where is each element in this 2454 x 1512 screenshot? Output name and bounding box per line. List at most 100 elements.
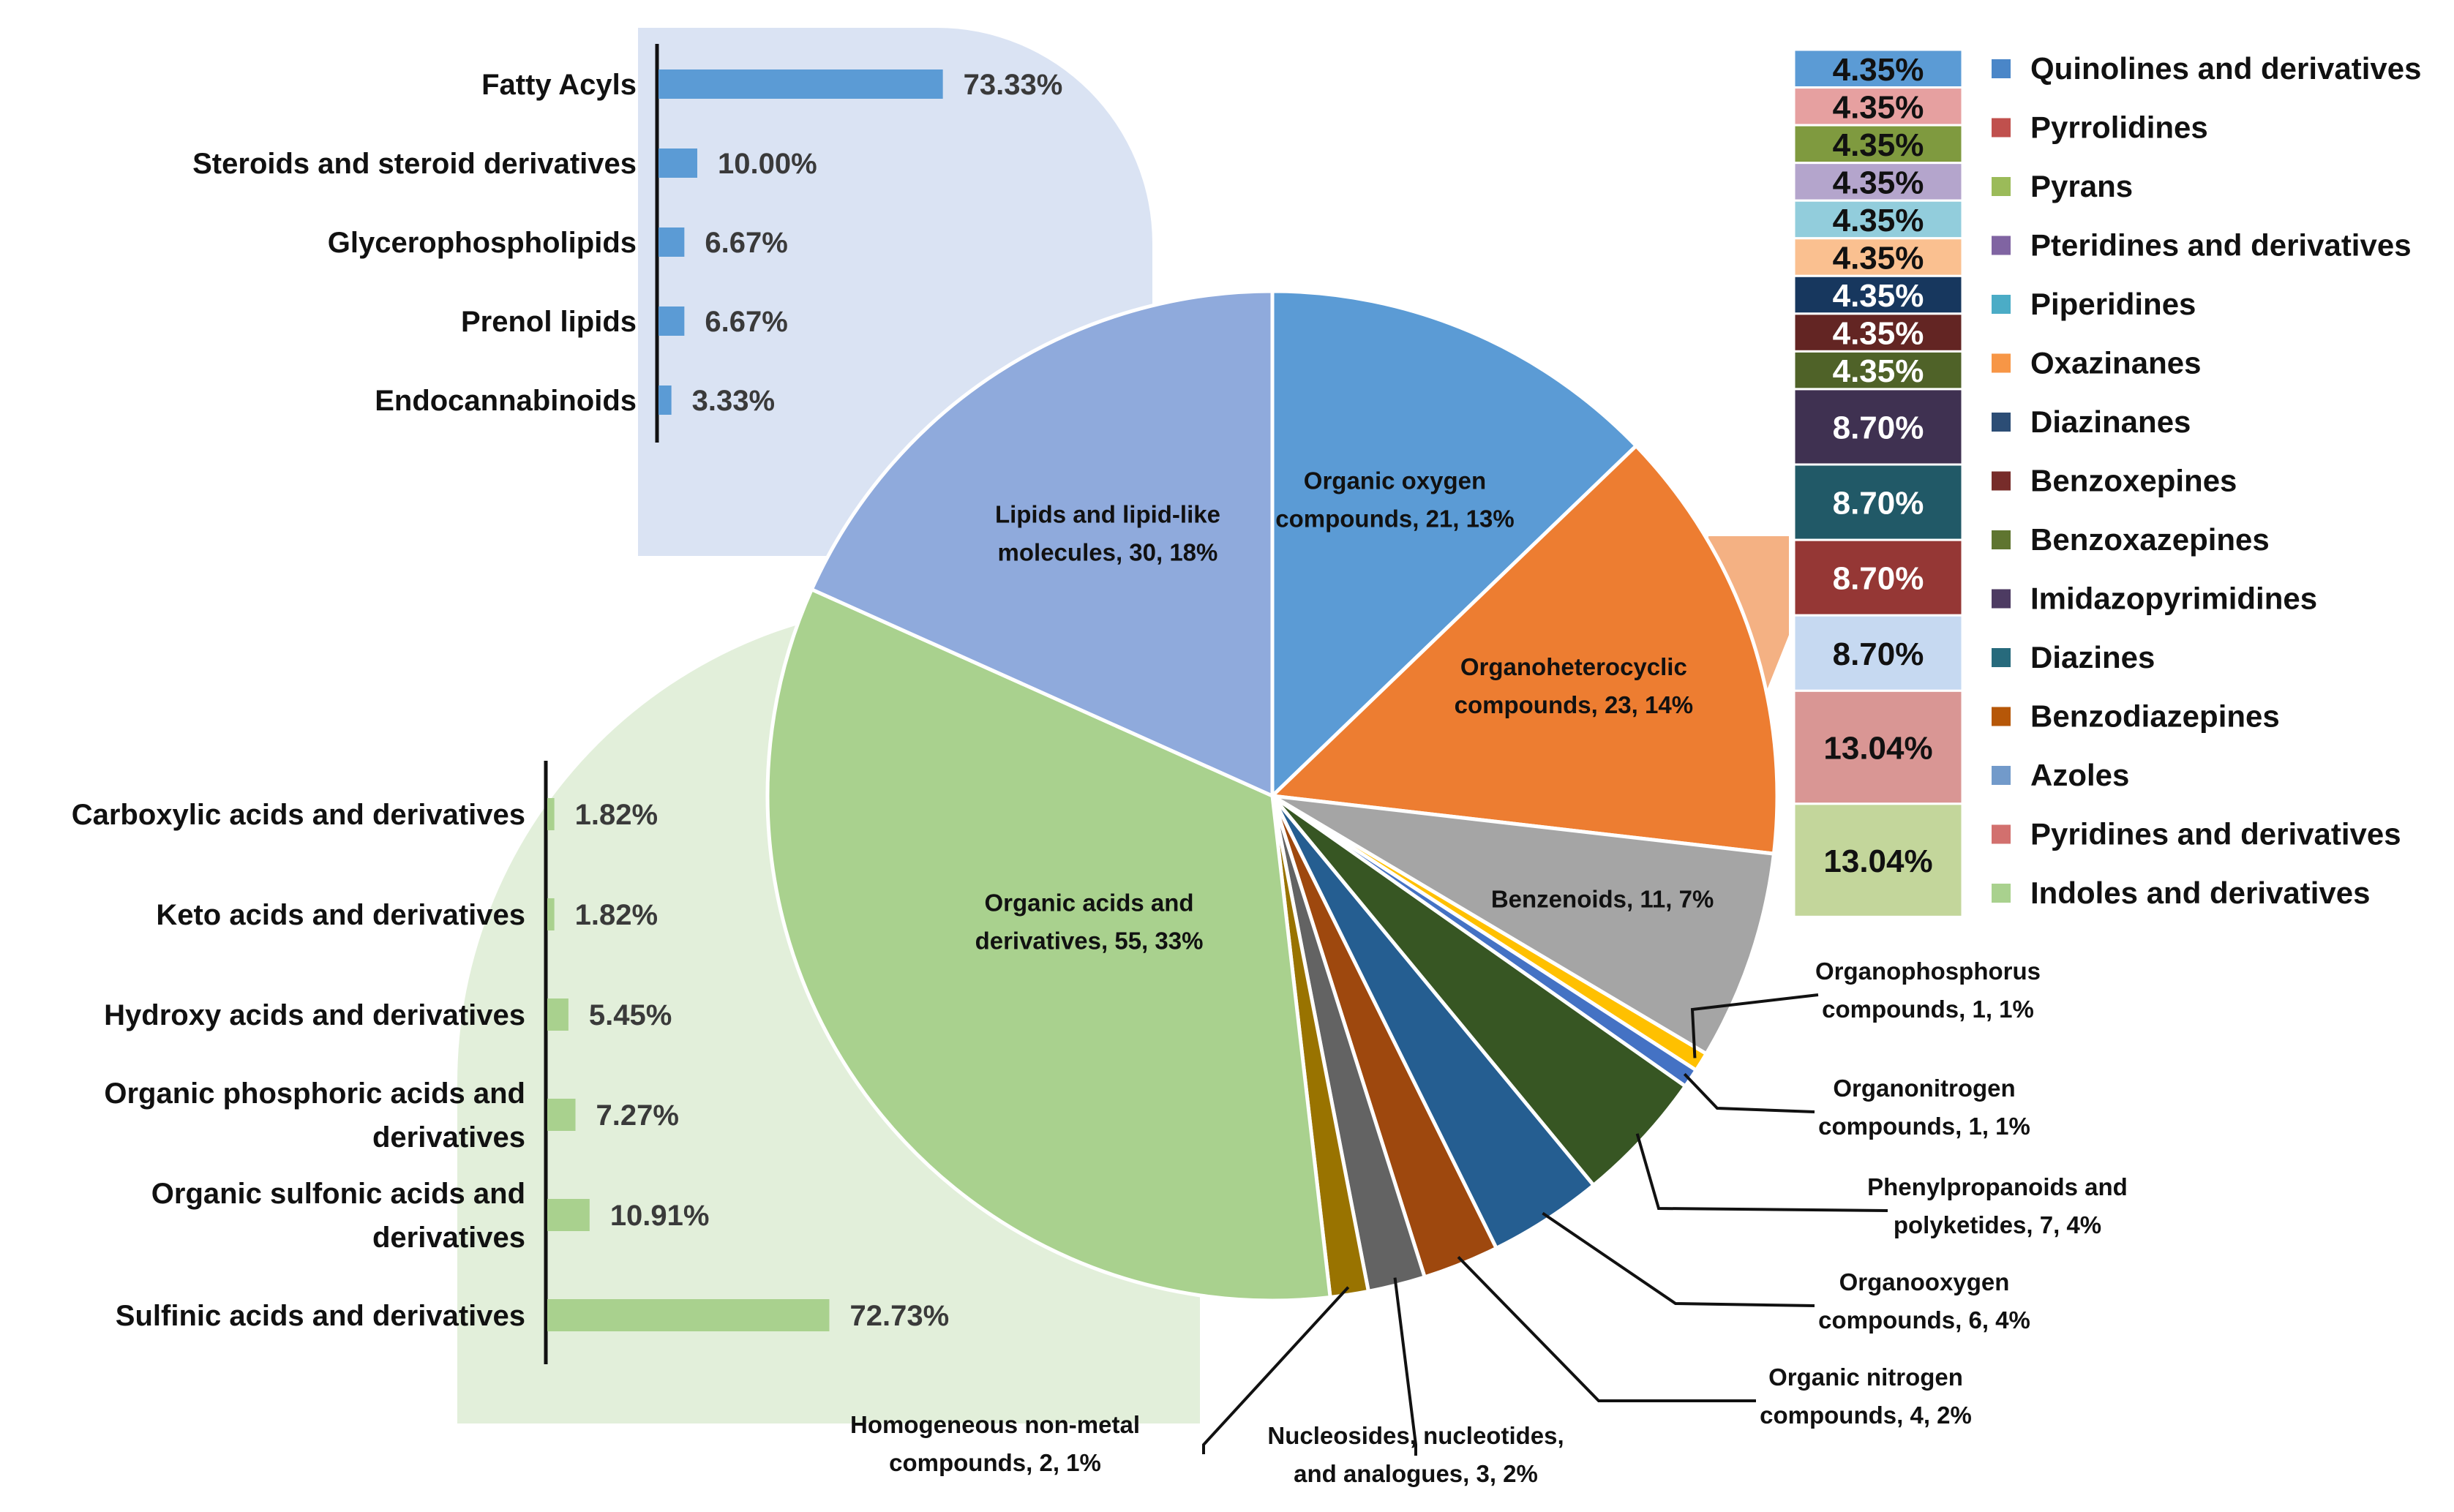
legend-label-imidazopyrimidines: Imidazopyrimidines xyxy=(2030,582,2317,616)
legend-swatch-benzodiazepines xyxy=(1992,707,2011,726)
pie-label-organoheterocyclic-compounds: Organoheterocyclic compounds, 23, 14% xyxy=(1455,653,1693,718)
legend-swatch-diazinanes xyxy=(1992,413,2011,432)
bar-category-keto-acids-and-derivatives: Keto acids and derivatives xyxy=(156,899,525,931)
stack-value-pyrrolidines: 4.35% xyxy=(1833,89,1924,125)
bar-category-hydroxy-acids-and-derivatives: Hydroxy acids and derivatives xyxy=(104,999,525,1031)
bar-organic-sulfonic-acids-and-derivatives xyxy=(547,1199,590,1231)
legend-swatch-oxazinanes xyxy=(1992,353,2011,373)
pie-label-benzenoids: Benzenoids, 11, 7% xyxy=(1491,885,1714,912)
bar-category-sulfinic-acids-and-derivatives: Sulfinic acids and derivatives xyxy=(116,1300,525,1332)
legend-label-indoles-and-derivatives: Indoles and derivatives xyxy=(2030,876,2371,910)
legend-swatch-pyrans xyxy=(1992,177,2011,196)
bar-prenol-lipids xyxy=(658,306,685,336)
bar-value-sulfinic-acids-and-derivatives: 72.73% xyxy=(849,1300,949,1332)
legend-label-quinolines-and-derivatives: Quinolines and derivatives xyxy=(2030,51,2422,86)
legend-label-benzoxepines: Benzoxepines xyxy=(2030,464,2237,498)
bar-fatty-acyls xyxy=(658,69,943,99)
pie-leader-organooxygen-compounds xyxy=(1542,1211,1815,1307)
organoheterocyclic-stacked-bar: 4.35%4.35%4.35%4.35%4.35%4.35%4.35%4.35%… xyxy=(1793,48,1964,918)
bar-carboxylic-acids-and-derivatives xyxy=(547,798,555,830)
bar-category-glycerophospholipids: Glycerophospholipids xyxy=(328,227,637,259)
legend-swatch-quinolines-and-derivatives xyxy=(1992,59,2011,78)
pie-label-organic-acids-and-derivatives: Organic acids and derivatives, 55, 33% xyxy=(975,889,1204,954)
bar-category-steroids-and-steroid-derivatives: Steroids and steroid derivatives xyxy=(192,148,637,180)
stack-value-quinolines-and-derivatives: 4.35% xyxy=(1833,52,1924,88)
bar-sulfinic-acids-and-derivatives xyxy=(547,1299,830,1331)
stack-segment-indoles-and-derivatives xyxy=(1793,802,1964,918)
stack-value-benzodiazepines: 8.70% xyxy=(1833,561,1924,597)
bar-steroids-and-steroid-derivatives xyxy=(658,148,697,178)
bar-keto-acids-and-derivatives xyxy=(547,898,555,930)
legend-label-pyrans: Pyrans xyxy=(2030,169,2133,203)
legend-label-pyrrolidines: Pyrrolidines xyxy=(2030,110,2208,145)
bar-hydroxy-acids-and-derivatives xyxy=(547,998,569,1031)
bar-value-endocannabinoids: 3.33% xyxy=(692,385,775,417)
stack-segment-benzoxepines xyxy=(1793,312,1964,353)
stack-value-pteridines-and-derivatives: 4.35% xyxy=(1833,165,1924,200)
pie-leader-phenylpropanoids-and-polyketides xyxy=(1635,1133,1888,1212)
pie-label-organic-nitrogen-compounds: Organic nitrogen compounds, 4, 2% xyxy=(1760,1364,1972,1429)
pie-slice-lipids-and-lipid-like-molecules xyxy=(809,289,1275,799)
pie-leader-nucleosides-nucleotides-and-analogues xyxy=(1393,1277,1417,1456)
pie-label-organic-oxygen-compounds: Organic oxygen compounds, 21, 13% xyxy=(1275,467,1514,532)
stack-value-azoles: 8.70% xyxy=(1833,636,1924,672)
legend-swatch-piperidines xyxy=(1992,295,2011,314)
stack-value-indoles-and-derivatives: 13.04% xyxy=(1823,843,1932,879)
pie-label-organooxygen-compounds: Organooxygen compounds, 6, 4% xyxy=(1818,1268,2030,1334)
stack-segment-diazinanes xyxy=(1793,274,1964,315)
pie-leader-organophosphorus-compounds xyxy=(1690,993,1819,1058)
bar-value-organic-sulfonic-acids-and-derivatives: 10.91% xyxy=(610,1200,710,1232)
bar-category-organic-sulfonic-acids-and-derivatives: Organic sulfonic acids and derivatives xyxy=(151,1178,525,1254)
stack-segment-pyridines-and-derivatives xyxy=(1793,689,1964,805)
stack-value-piperidines: 4.35% xyxy=(1833,203,1924,238)
legend-label-pteridines-and-derivatives: Pteridines and derivatives xyxy=(2030,228,2412,263)
pie-slice-phenylpropanoids-and-polyketides xyxy=(1271,794,1688,1188)
stack-segment-diazines xyxy=(1793,463,1964,541)
pie-slice-organic-oxygen-compounds xyxy=(1270,289,1639,800)
pie-slice-benzenoids xyxy=(1271,794,1776,1057)
stack-value-oxazinanes: 4.35% xyxy=(1833,241,1924,277)
bar-category-endocannabinoids: Endocannabinoids xyxy=(375,385,637,417)
legend-label-oxazinanes: Oxazinanes xyxy=(2030,346,2201,380)
legend-label-benzodiazepines: Benzodiazepines xyxy=(2030,699,2280,734)
bar-value-fatty-acyls: 73.33% xyxy=(964,69,1063,101)
pie-leader-organic-nitrogen-compounds xyxy=(1457,1255,1756,1402)
bar-value-carboxylic-acids-and-derivatives: 1.82% xyxy=(575,799,658,831)
legend-swatch-indoles-and-derivatives xyxy=(1992,884,2011,903)
stack-value-pyridines-and-derivatives: 13.04% xyxy=(1823,731,1932,767)
bar-glycerophospholipids xyxy=(658,227,685,257)
bar-value-organic-phosphoric-acids-and-derivatives: 7.27% xyxy=(596,1099,679,1132)
stack-value-benzoxepines: 4.35% xyxy=(1833,316,1924,352)
legend-swatch-diazines xyxy=(1992,648,2011,667)
stack-segment-pteridines-and-derivatives xyxy=(1793,162,1964,202)
bar-category-carboxylic-acids-and-derivatives: Carboxylic acids and derivatives xyxy=(72,799,525,831)
stack-value-diazines: 8.70% xyxy=(1833,486,1924,522)
bar-value-hydroxy-acids-and-derivatives: 5.45% xyxy=(589,999,672,1031)
bar-category-organic-phosphoric-acids-and-derivatives: Organic phosphoric acids and derivatives xyxy=(104,1077,525,1154)
stack-segment-benzodiazepines xyxy=(1793,538,1964,617)
legend-swatch-benzoxepines xyxy=(1992,471,2011,491)
lipid-breakdown-bar-chart: Fatty Acyls 73.33% Steroids and steroid de… xyxy=(192,44,1062,443)
legend-swatch-imidazopyrimidines xyxy=(1992,589,2011,609)
pie-slice-organic-acids-and-derivatives xyxy=(765,587,1332,1303)
bar-organic-phosphoric-acids-and-derivatives xyxy=(547,1099,576,1131)
stack-segment-imidazopyrimidines xyxy=(1793,388,1964,466)
stack-value-imidazopyrimidines: 8.70% xyxy=(1833,410,1924,445)
legend-swatch-pteridines-and-derivatives xyxy=(1992,236,2011,255)
pie-label-nucleosides-nucleotides-and-analogues: Nucleosides, nucleotides, and analogues, … xyxy=(1267,1422,1564,1487)
legend-label-benzoxazepines: Benzoxazepines xyxy=(2030,522,2270,557)
legend-swatch-pyridines-and-derivatives xyxy=(1992,824,2011,844)
legend-swatch-benzoxazepines xyxy=(1992,530,2011,549)
stack-value-diazinanes: 4.35% xyxy=(1833,278,1924,314)
legend-swatch-azoles xyxy=(1992,766,2011,785)
bar-category-prenol-lipids: Prenol lipids xyxy=(461,306,637,338)
stack-value-benzoxazepines: 4.35% xyxy=(1833,353,1924,389)
bar-value-prenol-lipids: 6.67% xyxy=(705,306,787,338)
pie-leader-homogeneous-non-metal-compounds xyxy=(1202,1286,1350,1454)
pie-slice-organoheterocyclic-compounds xyxy=(1268,443,1779,856)
pie-label-lipids-and-lipid-like-molecules: Lipids and lipid-like molecules, 30, 18% xyxy=(995,501,1220,566)
pie-label-phenylpropanoids-and-polyketides: Phenylpropanoids and polyketides, 7, 4% xyxy=(1867,1173,2128,1238)
compound-class-pie-chart: Organic oxygen compounds, 21, 13% Organohe… xyxy=(765,289,2128,1487)
legend-label-diazines: Diazines xyxy=(2030,640,2155,674)
legend-label-azoles: Azoles xyxy=(2030,758,2129,792)
